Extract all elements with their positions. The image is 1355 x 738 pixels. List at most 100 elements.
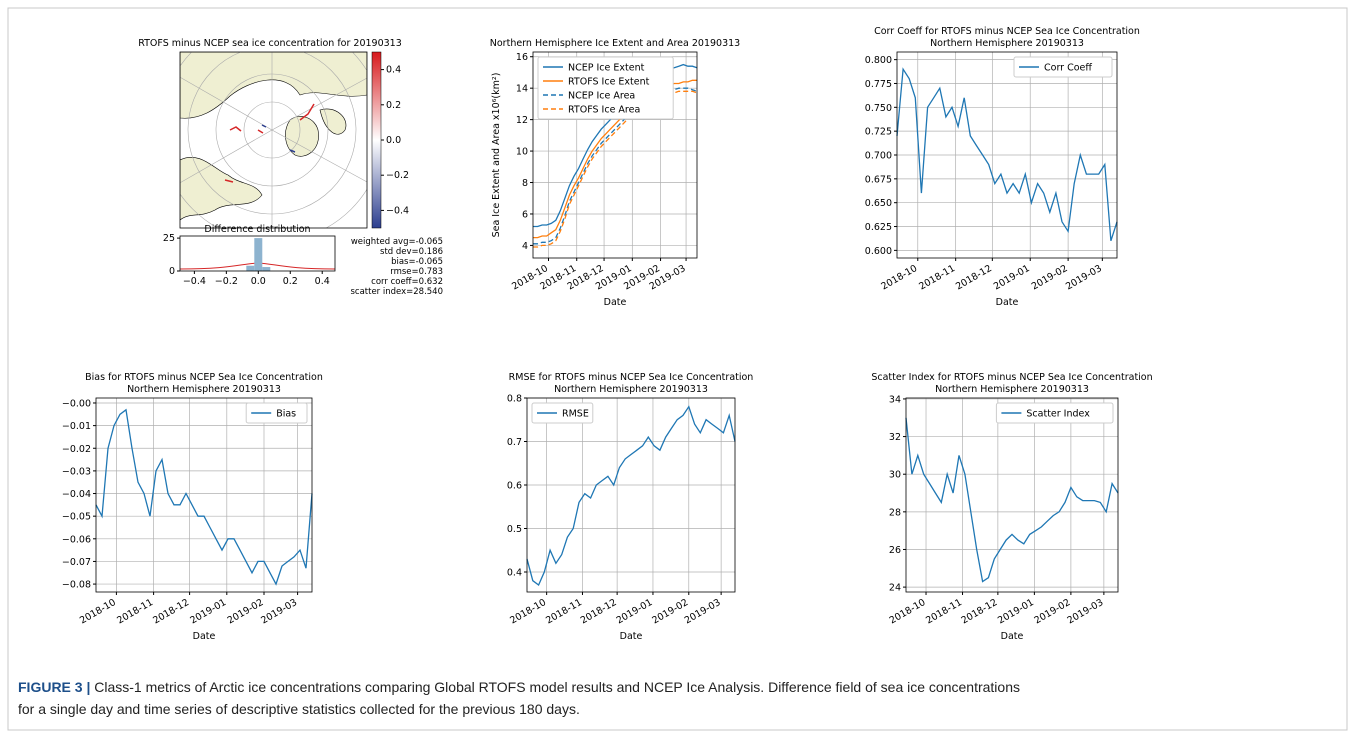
- legend-label: NCEP Ice Area: [568, 91, 635, 102]
- y-tick-label: 6: [522, 209, 528, 220]
- plot-frame: [896, 51, 1118, 259]
- y-tick-label: 26: [889, 545, 901, 556]
- y-tick-label: −0.03: [62, 466, 91, 477]
- series-line: [95, 408, 313, 586]
- legend-label: RMSE: [562, 409, 589, 420]
- colorbar-tick-label: −0.4: [386, 205, 409, 216]
- y-axis-label: Sea Ice Extent and Area x10⁶(km²): [491, 73, 502, 238]
- x-tick-label: 2019-01: [615, 597, 655, 626]
- series-line: [896, 67, 1118, 241]
- chart-title: Northern Hemisphere 20190313: [930, 38, 1084, 49]
- legend: [245, 402, 308, 424]
- x-tick-label: 2018-11: [917, 263, 957, 292]
- y-tick-label: 32: [889, 432, 901, 443]
- legend: [537, 56, 674, 120]
- stat-line: weighted avg=-0.065: [351, 237, 443, 247]
- plot-frame: [532, 51, 698, 259]
- x-tick-label: 2019-03: [1064, 263, 1104, 292]
- legend: [1013, 56, 1113, 78]
- y-tick-label: 30: [889, 470, 901, 481]
- chart-title: RMSE for RTOFS minus NCEP Sea Ice Concen…: [509, 372, 754, 383]
- x-tick-label: −0.4: [183, 276, 206, 287]
- x-tick-label: 0.2: [283, 276, 298, 287]
- chart-title: Corr Coeff for RTOFS minus NCEP Sea Ice …: [874, 26, 1140, 37]
- legend-label: Scatter Index: [1026, 409, 1090, 420]
- stat-line: std dev=0.186: [380, 247, 443, 257]
- x-tick-label: 2019-01: [992, 263, 1032, 292]
- chart-title: Northern Hemisphere 20190313: [935, 384, 1089, 395]
- x-axis-label: Date: [1001, 631, 1024, 642]
- x-tick-label: 2018-12: [954, 263, 994, 292]
- histogram-frame: [179, 235, 336, 272]
- y-tick-label: 16: [516, 52, 528, 63]
- colorbar-tick-label: 0.4: [386, 65, 401, 76]
- x-tick-label: 2018-12: [959, 597, 999, 626]
- colorbar: [371, 51, 382, 229]
- histogram-bar: [254, 238, 263, 271]
- y-tick-label: 4: [522, 241, 528, 252]
- x-tick-label: −0.2: [215, 276, 238, 287]
- y-tick-label: 28: [889, 507, 901, 518]
- x-tick-label: 2019-03: [259, 597, 299, 626]
- stat-line: rmse=0.783: [390, 267, 443, 277]
- x-tick-label: 2018-12: [151, 597, 191, 626]
- chart-title: Northern Hemisphere Ice Extent and Area …: [490, 38, 740, 49]
- colorbar-tick-label: −0.2: [386, 170, 409, 181]
- x-tick-label: 2019-01: [188, 597, 228, 626]
- x-tick-label: 2019-02: [1030, 263, 1070, 292]
- map: [180, 52, 367, 228]
- x-tick-label: 0.0: [251, 276, 266, 287]
- y-tick-label: 0.600: [865, 246, 892, 257]
- caption-label: FIGURE 3 |: [18, 679, 91, 695]
- y-tick-label: −0.04: [62, 489, 91, 500]
- stat-line: corr coeff=0.632: [371, 277, 443, 287]
- y-tick-label: −0.06: [62, 534, 91, 545]
- y-tick-label: −0.05: [62, 512, 91, 523]
- y-tick-label: 8: [522, 178, 528, 189]
- x-tick-label: 2018-11: [544, 597, 584, 626]
- histogram-title: Difference distribution: [204, 224, 310, 235]
- legend: [995, 402, 1114, 424]
- x-tick-label: 2019-02: [1033, 597, 1073, 626]
- histogram-bar: [262, 267, 271, 271]
- histogram-bar: [246, 265, 255, 271]
- y-tick-label: 12: [516, 115, 528, 126]
- y-tick-label: 0: [169, 266, 175, 277]
- chart-title: RTOFS minus NCEP sea ice concentration f…: [138, 38, 402, 49]
- stat-line: scatter index=28.540: [350, 287, 443, 297]
- y-tick-label: 34: [889, 394, 901, 405]
- y-tick-label: −0.07: [62, 557, 91, 568]
- x-tick-label: 2019-03: [1065, 597, 1105, 626]
- caption-line: FIGURE 3 | Class-1 metrics of Arctic ice…: [18, 676, 1338, 698]
- y-tick-label: 14: [516, 84, 528, 95]
- figure-frame: [7, 7, 1348, 731]
- y-tick-label: 0.4: [507, 567, 522, 578]
- x-tick-label: 2018-11: [924, 597, 964, 626]
- y-tick-label: −0.08: [62, 580, 91, 591]
- y-tick-label: 10: [516, 147, 528, 158]
- legend-label: Bias: [276, 409, 296, 420]
- y-tick-label: 0.7: [507, 437, 522, 448]
- legend-label: RTOFS Ice Area: [568, 105, 640, 116]
- x-tick-label: 2019-02: [650, 597, 690, 626]
- plot-frame: [526, 397, 736, 593]
- y-tick-label: 0.775: [865, 79, 892, 90]
- legend: [531, 402, 594, 424]
- x-tick-label: 2019-03: [683, 597, 723, 626]
- y-tick-label: 0.6: [507, 480, 522, 491]
- plot-frame: [905, 397, 1119, 593]
- y-tick-label: 0.5: [507, 524, 522, 535]
- y-tick-label: 0.675: [865, 174, 892, 185]
- colorbar-tick-label: 0.0: [386, 135, 401, 146]
- y-tick-label: 0.725: [865, 127, 892, 138]
- x-axis-label: Date: [996, 297, 1019, 308]
- series-line: [905, 417, 1119, 583]
- y-tick-label: 0.750: [865, 103, 892, 114]
- y-tick-label: 0.800: [865, 55, 892, 66]
- x-tick-label: 2018-10: [888, 597, 928, 626]
- chart-title: Bias for RTOFS minus NCEP Sea Ice Concen…: [85, 372, 323, 383]
- y-tick-label: −0.01: [62, 421, 91, 432]
- x-tick-label: 2019-02: [226, 597, 266, 626]
- chart-title: Scatter Index for RTOFS minus NCEP Sea I…: [871, 372, 1152, 383]
- y-tick-label: 25: [163, 233, 175, 244]
